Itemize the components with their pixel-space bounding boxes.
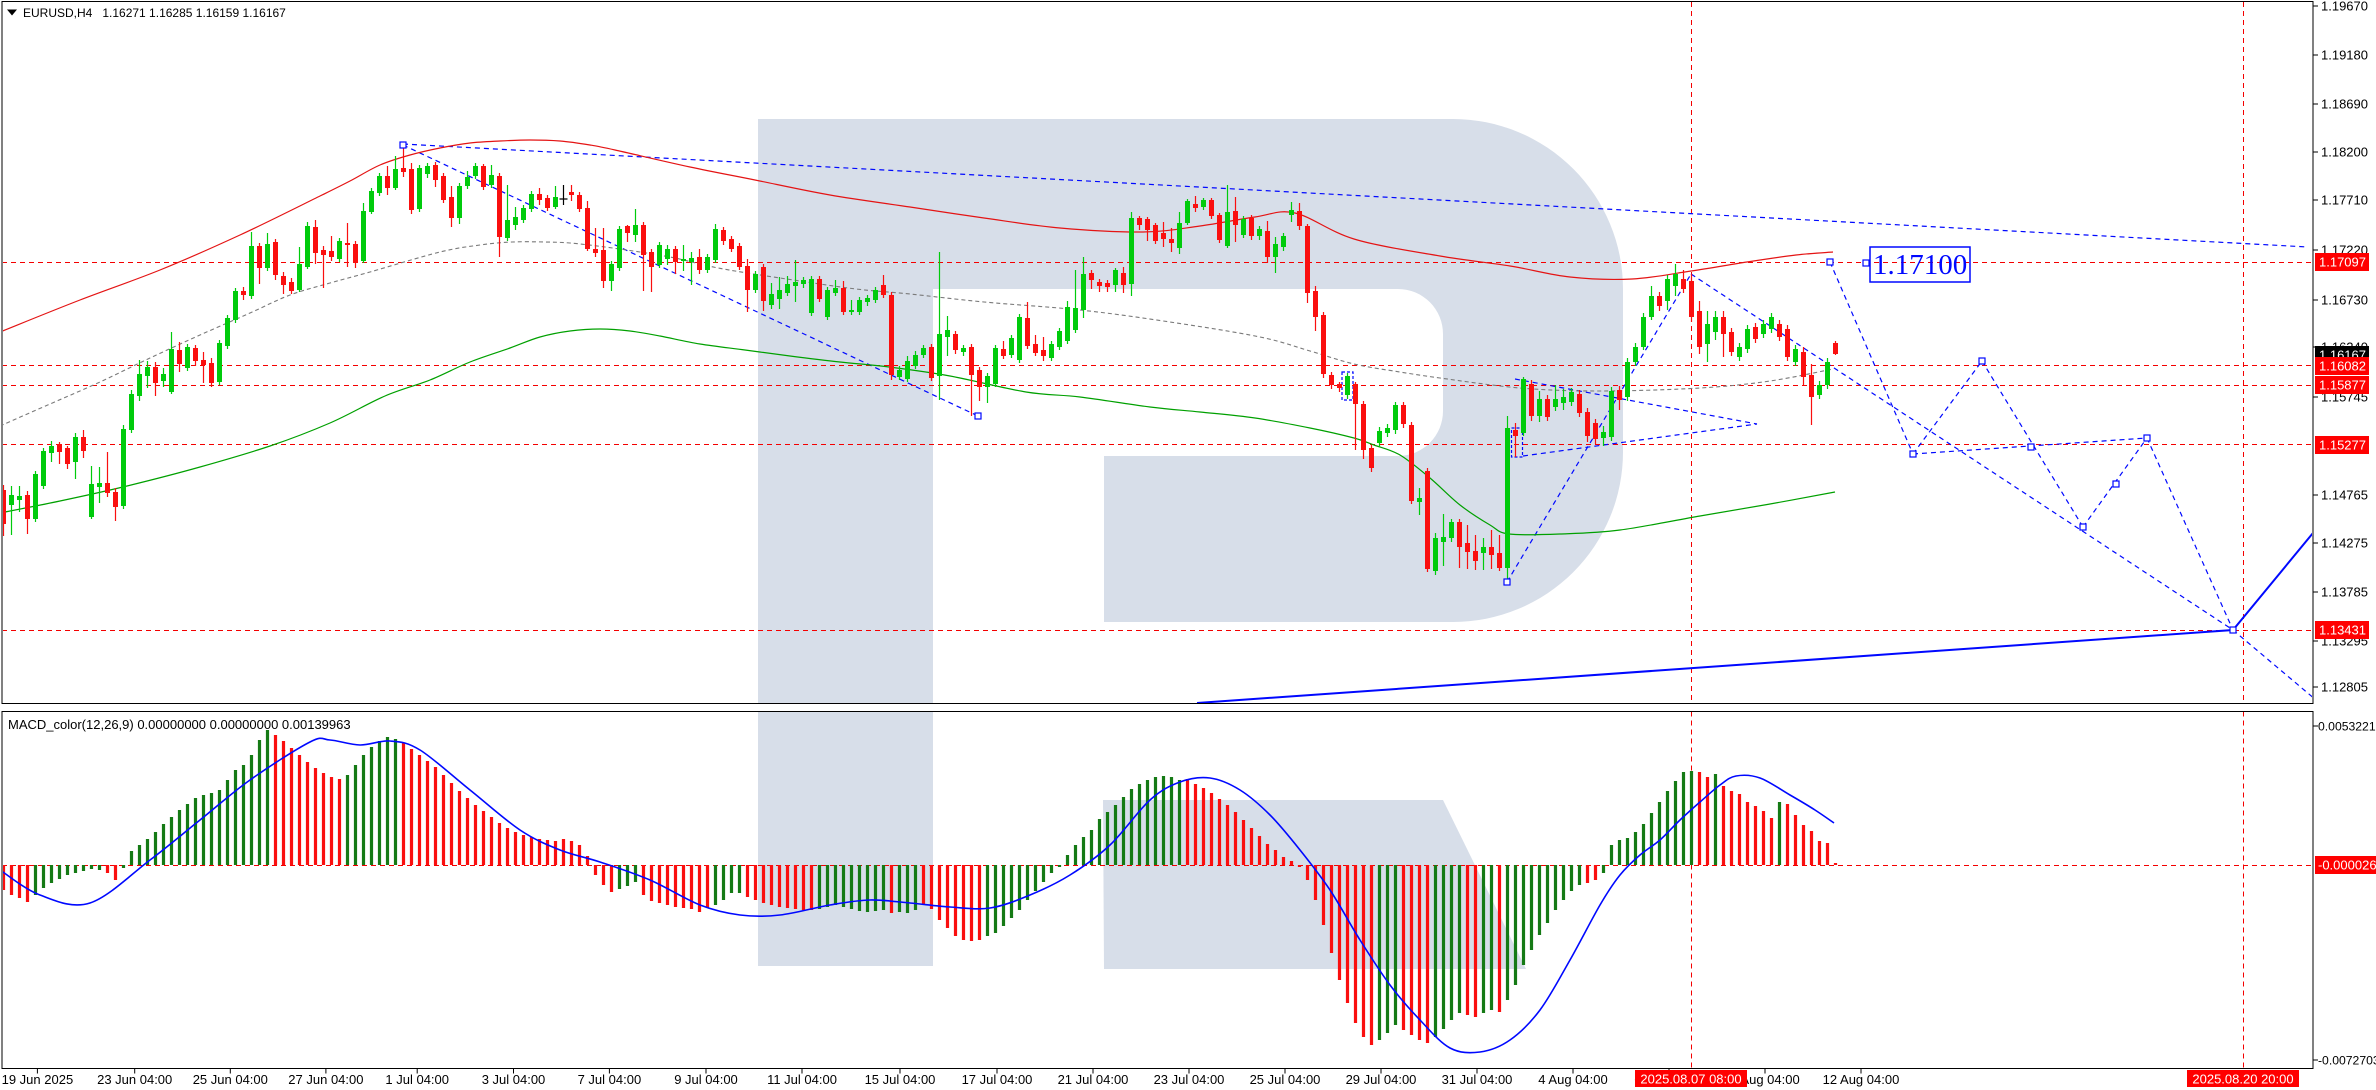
svg-text:12 Aug 04:00: 12 Aug 04:00 (1823, 1072, 1900, 1087)
svg-text:0.0053221: 0.0053221 (2318, 720, 2376, 734)
svg-text:1.15277: 1.15277 (2319, 438, 2366, 453)
svg-text:27 Jun 04:00: 27 Jun 04:00 (288, 1072, 363, 1087)
svg-text:1.19670: 1.19670 (2321, 0, 2368, 14)
svg-text:15 Jul 04:00: 15 Jul 04:00 (865, 1072, 936, 1087)
svg-text:1.15877: 1.15877 (2319, 378, 2366, 393)
svg-text:1.16730: 1.16730 (2321, 293, 2368, 308)
svg-text:EURUSD,H4 1.16271 1.16285 1.: EURUSD,H4 1.16271 1.16285 1.16159 1.1616… (23, 6, 286, 20)
svg-text:1.13431: 1.13431 (2319, 623, 2366, 638)
svg-text:17 Jul 04:00: 17 Jul 04:00 (962, 1072, 1033, 1087)
svg-text:1.19180: 1.19180 (2321, 48, 2368, 63)
svg-text:1.14275: 1.14275 (2321, 536, 2368, 551)
svg-text:7 Jul 04:00: 7 Jul 04:00 (578, 1072, 642, 1087)
svg-text:1.17097: 1.17097 (2319, 255, 2366, 270)
svg-text:1.17100: 1.17100 (1873, 249, 1967, 281)
svg-text:2025.08.20 20:00: 2025.08.20 20:00 (2192, 1072, 2293, 1087)
svg-text:31 Jul 04:00: 31 Jul 04:00 (1442, 1072, 1513, 1087)
svg-text:21 Jul 04:00: 21 Jul 04:00 (1058, 1072, 1129, 1087)
svg-text:23 Jul 04:00: 23 Jul 04:00 (1154, 1072, 1225, 1087)
svg-text:2025.08.07 08:00: 2025.08.07 08:00 (1640, 1072, 1741, 1087)
svg-text:19 Jun 2025: 19 Jun 2025 (2, 1072, 74, 1087)
svg-text:1.13785: 1.13785 (2321, 585, 2368, 600)
svg-text:25 Jul 04:00: 25 Jul 04:00 (1250, 1072, 1321, 1087)
svg-text:MACD_color(12,26,9) 0.00000000: MACD_color(12,26,9) 0.00000000 0.0000000… (8, 717, 351, 732)
svg-text:-0.0072703: -0.0072703 (2318, 1054, 2376, 1068)
svg-text:1.18200: 1.18200 (2321, 145, 2368, 160)
svg-text:1 Jul 04:00: 1 Jul 04:00 (385, 1072, 449, 1087)
svg-text:1.16082: 1.16082 (2319, 359, 2366, 374)
svg-text:8 Aug 04:00: 8 Aug 04:00 (1730, 1072, 1799, 1087)
svg-text:1.17710: 1.17710 (2321, 193, 2368, 208)
svg-text:29 Jul 04:00: 29 Jul 04:00 (1346, 1072, 1417, 1087)
svg-text:4 Aug 04:00: 4 Aug 04:00 (1538, 1072, 1607, 1087)
svg-text:25 Jun 04:00: 25 Jun 04:00 (193, 1072, 268, 1087)
svg-text:1.18690: 1.18690 (2321, 97, 2368, 112)
svg-text:3 Jul 04:00: 3 Jul 04:00 (482, 1072, 546, 1087)
svg-text:1.12805: 1.12805 (2321, 680, 2368, 695)
svg-text:-0.000026: -0.000026 (2318, 858, 2376, 873)
svg-text:23 Jun 04:00: 23 Jun 04:00 (97, 1072, 172, 1087)
svg-text:1.14765: 1.14765 (2321, 488, 2368, 503)
svg-text:11 Jul 04:00: 11 Jul 04:00 (767, 1072, 837, 1087)
svg-text:9 Jul 04:00: 9 Jul 04:00 (674, 1072, 738, 1087)
